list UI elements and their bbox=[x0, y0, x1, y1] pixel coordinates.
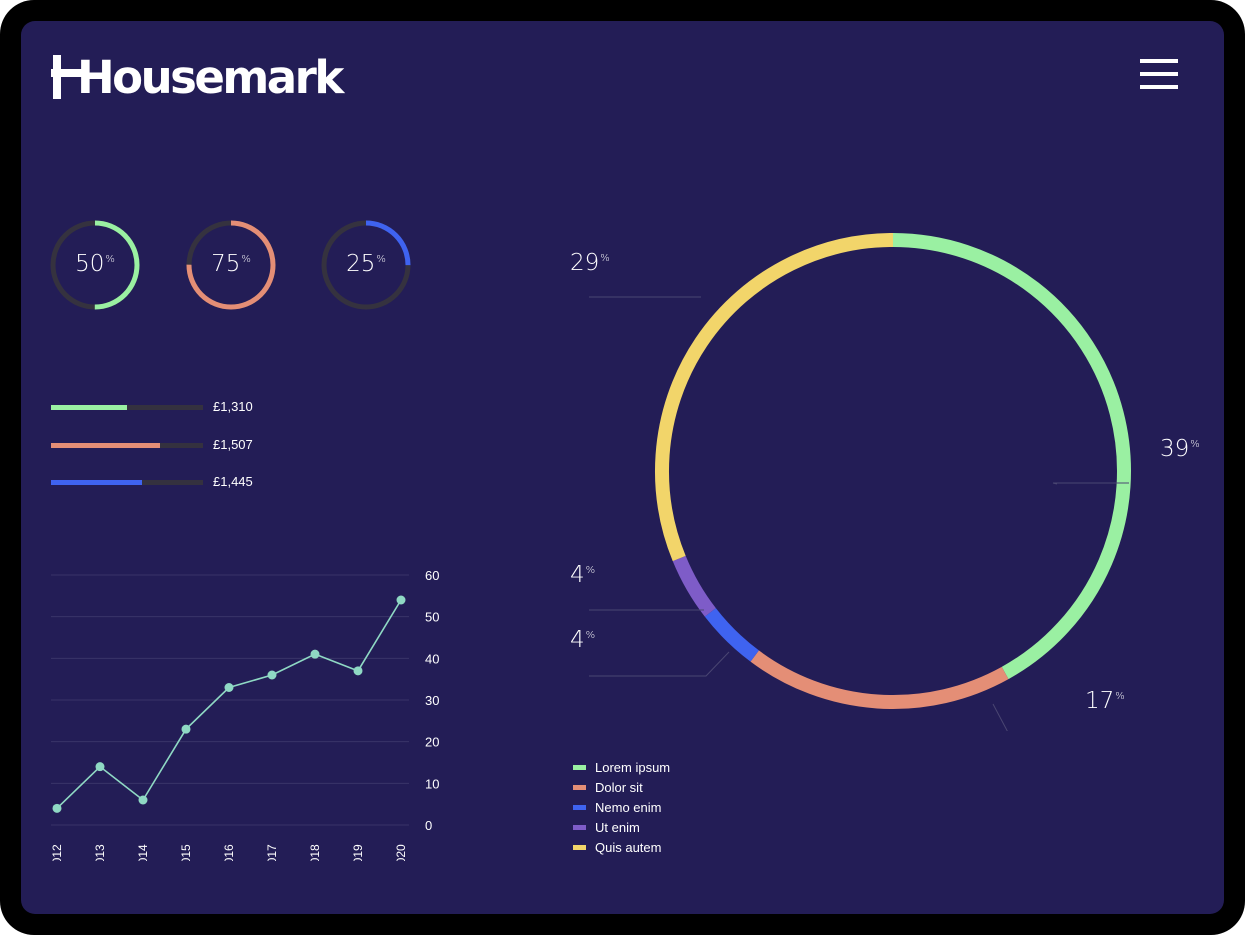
gauge-arc bbox=[50, 220, 140, 310]
donut-label-quis-autem: 29% bbox=[570, 250, 610, 276]
bar-fill bbox=[51, 443, 161, 448]
data-point bbox=[95, 762, 105, 772]
x-tick-label: 2012 bbox=[50, 844, 64, 861]
gauge-2 bbox=[186, 220, 276, 310]
legend-swatch bbox=[573, 764, 586, 770]
legend-label: Nemo enim bbox=[595, 799, 662, 815]
data-point bbox=[353, 666, 363, 676]
data-point bbox=[267, 670, 277, 680]
legend-swatch bbox=[573, 824, 586, 830]
gauge-1 bbox=[50, 220, 140, 310]
line-chart: 0 10 20 30 40 50 60 2012 2013 2014 2015 2016 2017 201… bbox=[50, 568, 439, 861]
housemark-logo[interactable]: Housemark bbox=[51, 50, 344, 104]
x-tick-label: 2019 bbox=[351, 844, 365, 861]
legend-item: Lorem ipsum bbox=[573, 757, 670, 777]
bar-value: £1,507 bbox=[213, 437, 253, 452]
leader-line bbox=[992, 703, 1008, 731]
bar-fill bbox=[51, 405, 127, 410]
y-tick-label: 20 bbox=[425, 735, 439, 750]
donut-label-nemo-enim: 4% bbox=[570, 627, 596, 653]
hamburger-menu-icon[interactable] bbox=[1140, 57, 1180, 91]
gauge-1-label: 50% bbox=[75, 251, 115, 277]
legend-item: Dolor sit bbox=[573, 777, 670, 797]
donut-slice bbox=[655, 233, 894, 562]
donut-slice bbox=[892, 233, 1131, 680]
data-point bbox=[396, 595, 406, 605]
y-tick-label: 40 bbox=[425, 651, 439, 666]
donut-label-dolor-sit: 17% bbox=[1085, 688, 1125, 714]
bar-track bbox=[51, 480, 203, 485]
gauge-arc bbox=[321, 220, 411, 310]
bar-fill bbox=[51, 480, 143, 485]
donut-legend: Lorem ipsum Dolor sit Nemo enim Ut enim … bbox=[573, 757, 670, 857]
legend-item: Nemo enim bbox=[573, 797, 670, 817]
leader-line bbox=[1052, 482, 1129, 485]
leader-line bbox=[589, 651, 730, 677]
legend-label: Quis autem bbox=[595, 839, 662, 855]
data-point bbox=[52, 803, 62, 813]
x-tick-label: 2014 bbox=[136, 844, 150, 861]
x-tick-label: 2013 bbox=[93, 844, 107, 861]
gauge-arc bbox=[186, 220, 276, 310]
y-tick-label: 30 bbox=[425, 693, 439, 708]
data-point bbox=[310, 649, 320, 659]
x-tick-label: 2016 bbox=[222, 844, 236, 861]
donut-slice bbox=[750, 650, 1009, 709]
donut-label-ut-enim: 4% bbox=[570, 562, 596, 588]
gauge-3 bbox=[321, 220, 411, 310]
y-tick-label: 10 bbox=[425, 776, 439, 791]
legend-swatch bbox=[573, 804, 586, 810]
x-tick-label: 2017 bbox=[265, 844, 279, 861]
data-point bbox=[224, 683, 234, 692]
x-tick-label: 2015 bbox=[179, 844, 193, 861]
x-tick-label: 2020 bbox=[394, 844, 408, 861]
data-point bbox=[138, 795, 148, 805]
donut-chart bbox=[589, 233, 1131, 731]
legend-label: Dolor sit bbox=[595, 779, 643, 795]
donut-slice bbox=[672, 555, 716, 617]
dashboard-screen: Housemark 50% 75% 25% £1,310 bbox=[21, 21, 1224, 914]
legend-swatch bbox=[573, 844, 586, 850]
legend-item: Quis autem bbox=[573, 837, 670, 857]
bar-value: £1,445 bbox=[213, 474, 253, 489]
gauge-3-label: 25% bbox=[346, 251, 386, 277]
y-tick-label: 50 bbox=[425, 610, 439, 625]
data-point bbox=[181, 724, 191, 734]
y-tick-label: 0 bbox=[425, 818, 432, 833]
legend-label: Ut enim bbox=[595, 819, 640, 835]
logo-text: Housemark bbox=[77, 50, 344, 104]
gauge-2-label: 75% bbox=[211, 251, 251, 277]
legend-label: Lorem ipsum bbox=[595, 759, 671, 775]
legend-swatch bbox=[573, 784, 586, 790]
legend-item: Ut enim bbox=[573, 817, 670, 837]
logo-plus-icon bbox=[51, 55, 85, 99]
bar-track bbox=[51, 405, 203, 410]
donut-label-lorem-ipsum: 39% bbox=[1160, 436, 1200, 462]
y-tick-label: 60 bbox=[425, 568, 439, 583]
x-tick-label: 2018 bbox=[308, 844, 322, 861]
bar-value: £1,310 bbox=[213, 399, 253, 414]
bar-track bbox=[51, 443, 203, 448]
donut-slice bbox=[704, 608, 760, 662]
series-line bbox=[56, 599, 402, 809]
